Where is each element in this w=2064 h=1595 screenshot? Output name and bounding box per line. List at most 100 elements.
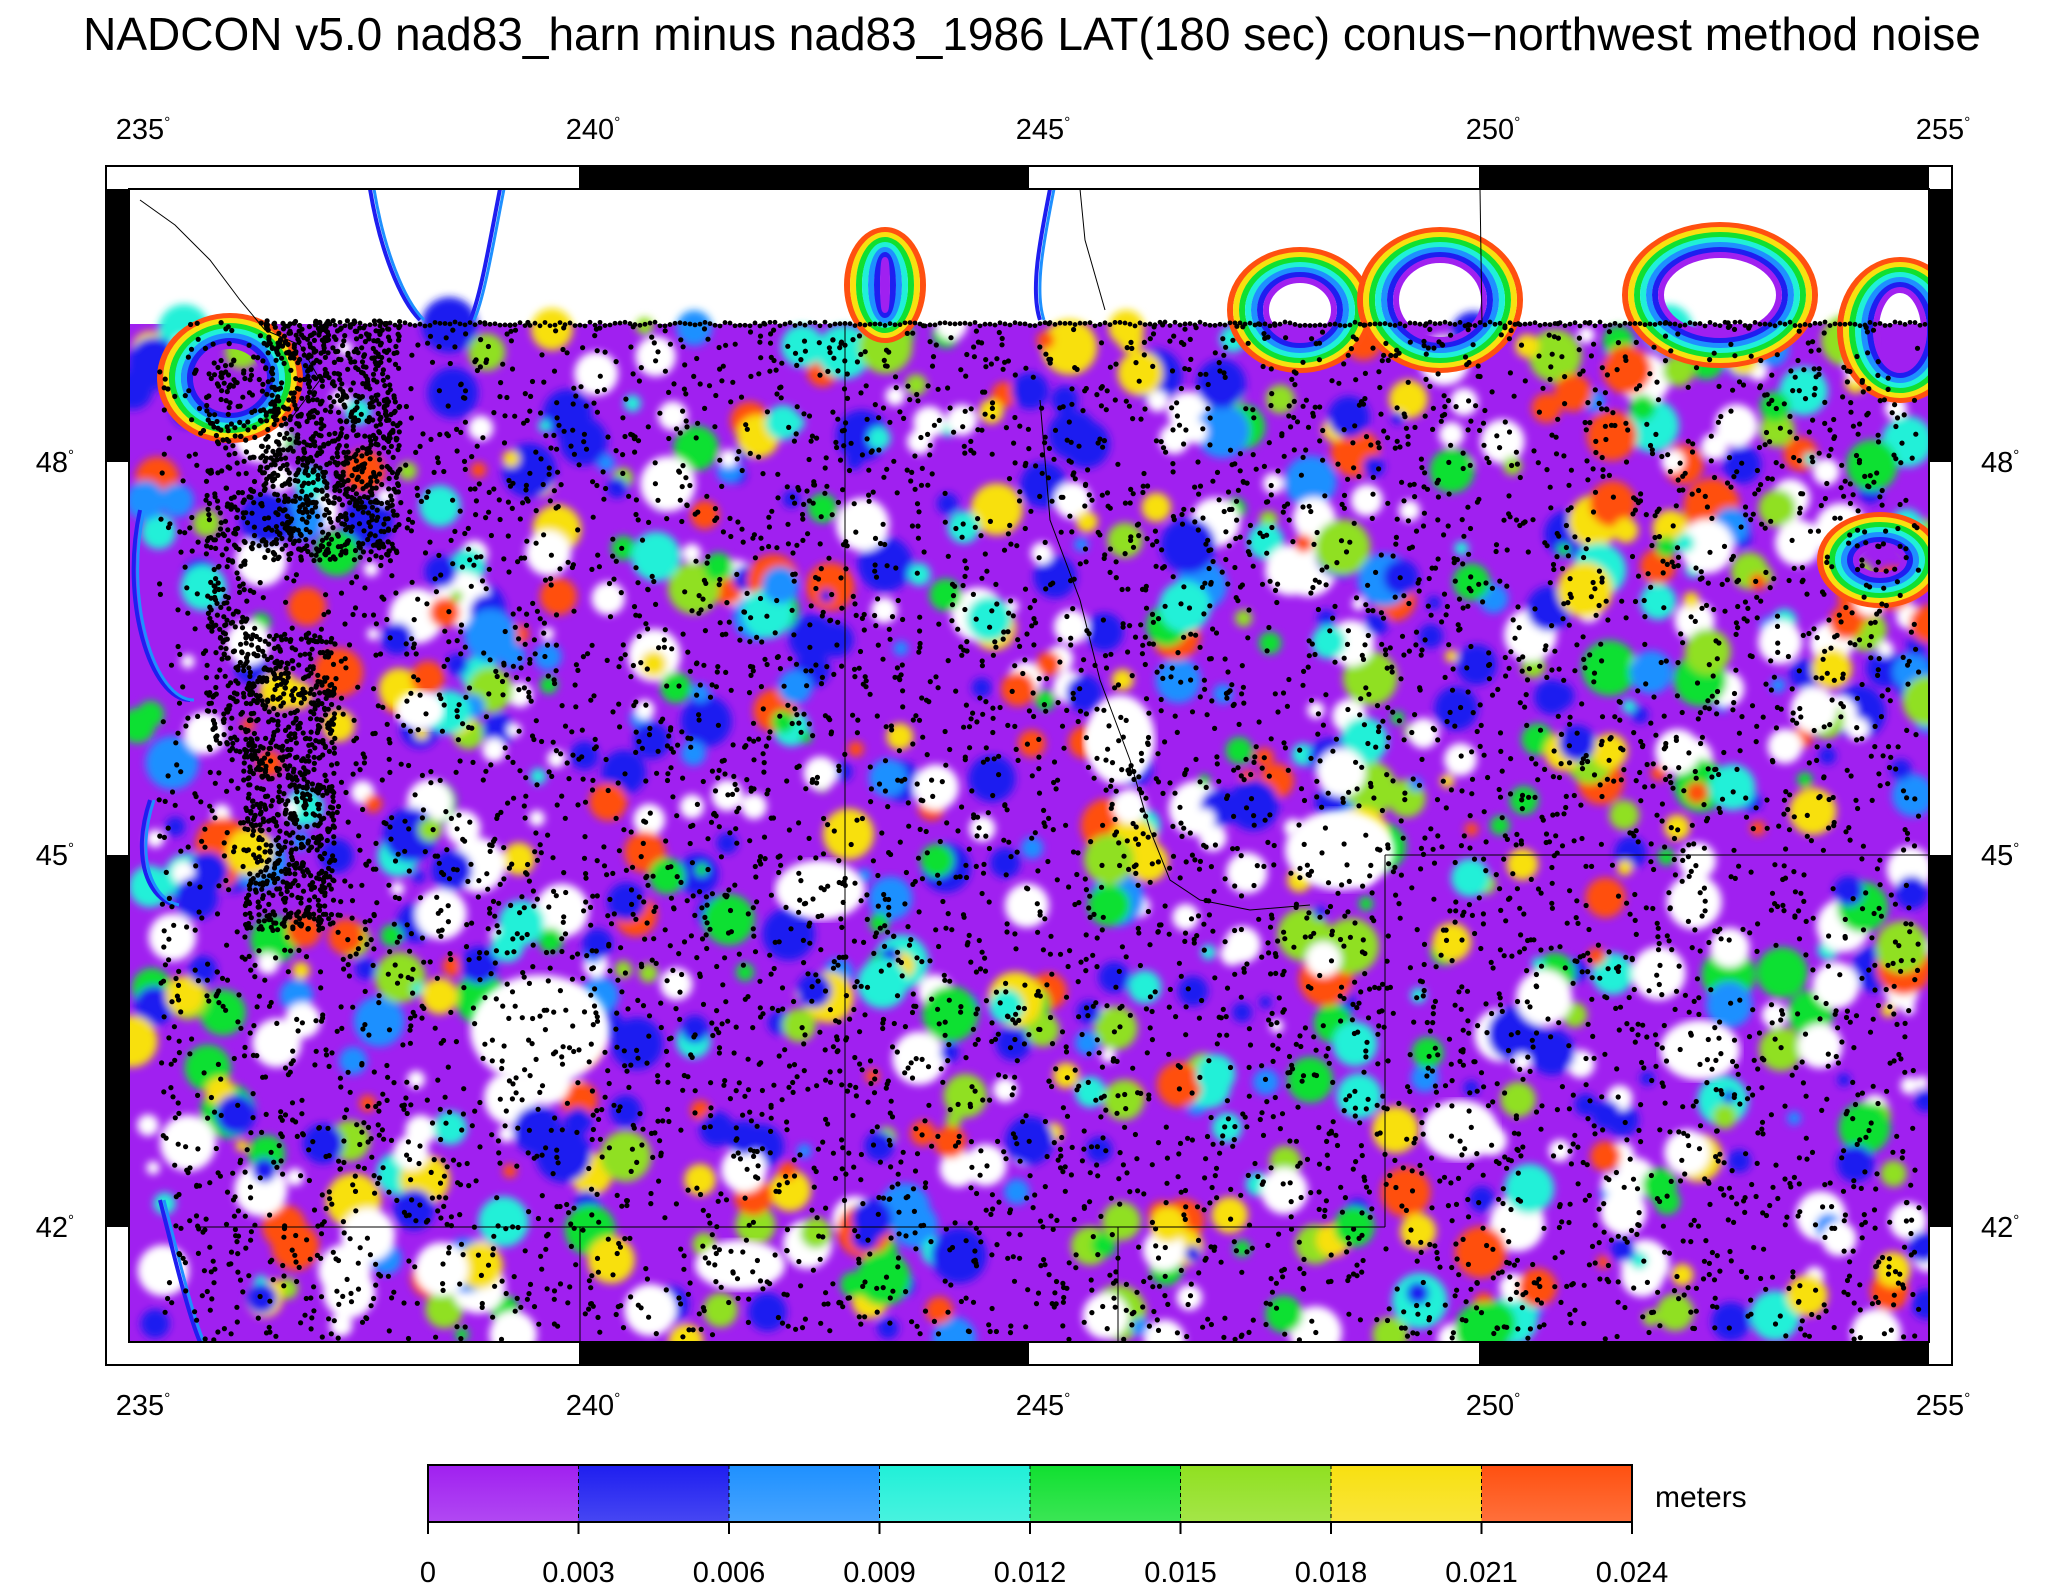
station-dot (263, 1111, 269, 1117)
station-dot (701, 1308, 707, 1314)
station-dot (653, 904, 659, 910)
station-dot (1590, 579, 1596, 586)
station-dot (318, 1294, 325, 1300)
station-dot (829, 512, 835, 518)
station-dot (1194, 933, 1200, 939)
station-dot (1829, 564, 1835, 570)
station-dot (1306, 638, 1312, 644)
station-dot (1226, 543, 1232, 549)
station-dot (1197, 694, 1203, 700)
station-dot (681, 939, 688, 945)
station-dot (1576, 335, 1582, 341)
station-dot (1414, 1302, 1420, 1309)
station-dot (1679, 1157, 1685, 1163)
station-dot (1760, 1131, 1766, 1137)
station-dot (915, 855, 922, 861)
station-dot (346, 973, 352, 979)
station-dot (1561, 811, 1567, 817)
station-dot (1638, 1102, 1644, 1108)
station-dot (1356, 803, 1362, 809)
station-dot (733, 1024, 739, 1030)
station-dot (1039, 452, 1045, 458)
station-dot (1300, 454, 1306, 460)
station-dot (751, 738, 757, 744)
station-dot (1860, 927, 1867, 933)
noise-blob (660, 671, 692, 704)
station-dot (326, 1063, 332, 1069)
noise-blob (215, 1094, 256, 1135)
station-dot (176, 1038, 182, 1044)
station-dot (168, 1085, 174, 1091)
noise-blob (1432, 922, 1472, 962)
station-dot (678, 1246, 684, 1252)
station-dot (1749, 703, 1756, 709)
station-dot (791, 438, 798, 444)
station-dot (1432, 998, 1438, 1005)
station-dot (993, 989, 1000, 995)
station-dot (1120, 1162, 1126, 1168)
station-dot (298, 1320, 304, 1326)
station-dot (935, 1331, 942, 1337)
station-dot (537, 842, 543, 848)
station-dot (506, 477, 512, 484)
station-dot (1606, 1177, 1612, 1183)
noise-blob (1452, 563, 1491, 601)
station-dot (515, 559, 521, 565)
noise-blob (525, 530, 571, 576)
station-dot (843, 1171, 849, 1177)
station-dot (1631, 986, 1637, 993)
station-dot (1603, 436, 1609, 443)
station-dot (1814, 744, 1820, 750)
station-dot (785, 343, 791, 349)
station-dot (1059, 723, 1066, 729)
station-dot (1860, 389, 1866, 395)
station-dot (1135, 1188, 1141, 1194)
station-dot (381, 1136, 387, 1142)
station-dot (1167, 780, 1173, 786)
station-dot (1027, 1173, 1033, 1179)
station-dot (371, 912, 377, 919)
station-dot (1243, 805, 1250, 811)
station-dot (385, 1273, 391, 1279)
station-dot (653, 960, 659, 967)
station-dot (752, 555, 759, 561)
station-dot (1533, 761, 1539, 767)
station-dot (549, 773, 555, 780)
station-dot (519, 894, 525, 900)
station-dot (1203, 784, 1209, 791)
station-dot (1648, 841, 1654, 847)
station-dot (1580, 634, 1586, 640)
station-dot (1483, 868, 1489, 874)
noise-blob (635, 336, 676, 377)
station-dot (1692, 927, 1698, 933)
station-dot (827, 1079, 834, 1085)
station-dot (694, 801, 701, 808)
station-dot (1246, 1026, 1252, 1032)
station-dot (1885, 781, 1891, 787)
noise-blob (137, 700, 165, 728)
station-dot (1885, 687, 1891, 693)
station-dot (823, 455, 829, 461)
station-dot (1200, 426, 1206, 432)
station-dot (825, 822, 831, 828)
station-dot (787, 656, 793, 662)
station-dot (651, 578, 657, 585)
station-dot (1092, 662, 1098, 669)
station-dot (740, 962, 747, 968)
station-dot (1894, 1133, 1900, 1139)
contour-curve (1033, 189, 1052, 321)
noise-blob (1786, 1274, 1828, 1316)
station-dot (1861, 594, 1867, 600)
station-dot (1453, 1201, 1460, 1207)
station-dot (311, 691, 317, 698)
noise-blob (735, 1204, 776, 1245)
station-dot (1396, 1100, 1402, 1106)
station-dot (1850, 896, 1856, 902)
contour-ring (856, 237, 914, 333)
station-dot (199, 915, 205, 921)
station-dot (517, 516, 523, 522)
station-dot (443, 335, 449, 341)
station-dot (1890, 1149, 1896, 1155)
station-dot (1903, 1200, 1910, 1206)
station-dot (1281, 453, 1287, 459)
